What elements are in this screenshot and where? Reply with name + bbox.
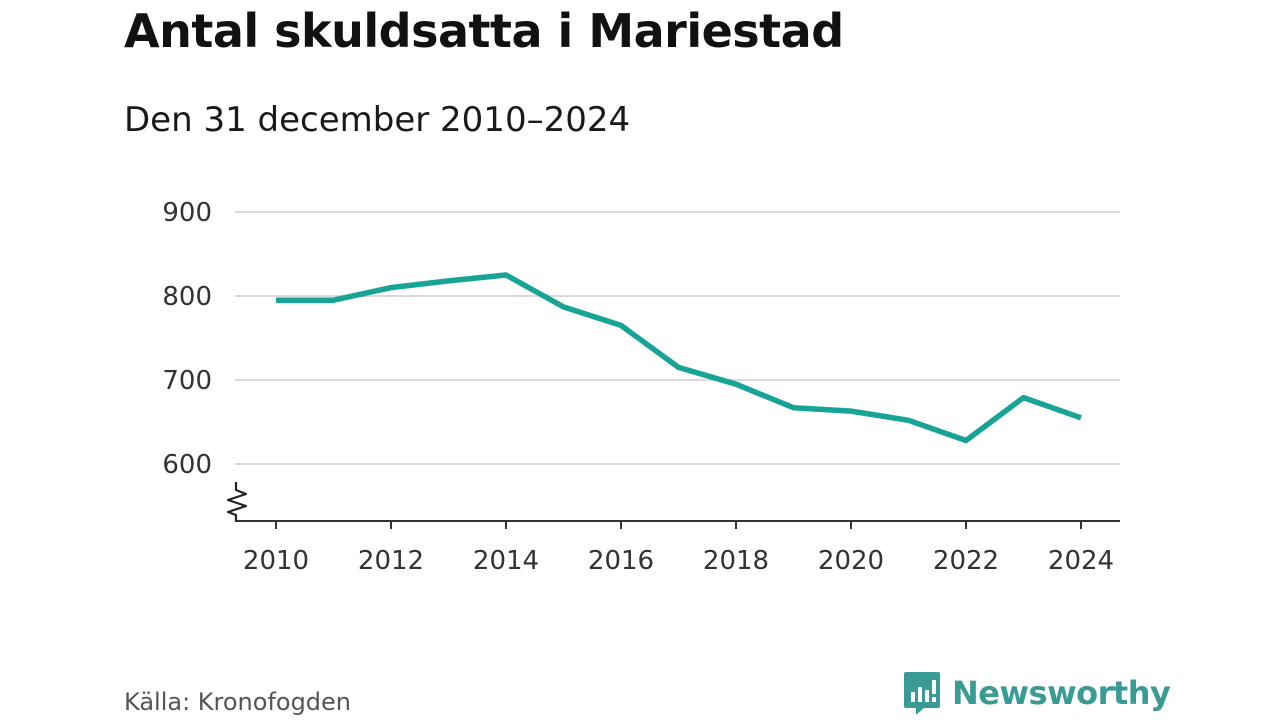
x-tick-label-2016: 2016: [588, 546, 654, 576]
x-tick-label-2012: 2012: [358, 546, 424, 576]
y-tick-label-900: 900: [162, 198, 212, 228]
x-tick-label-2018: 2018: [703, 546, 769, 576]
y-tick-label-800: 800: [162, 282, 212, 312]
axis-break-icon: [226, 482, 248, 521]
x-tick-label-2022: 2022: [933, 546, 999, 576]
x-tick-label-2010: 2010: [243, 546, 309, 576]
y-tick-label-600: 600: [162, 450, 212, 480]
y-tick-label-700: 700: [162, 366, 212, 396]
chart-title: Antal skuldsatta i Mariestad: [124, 4, 844, 58]
chart-subtitle: Den 31 december 2010–2024: [124, 100, 631, 140]
brand-name: Newsworthy: [952, 674, 1171, 712]
line-chart: 600 700 800 900 2010 2012 2014 2016 2018 2020 2022…: [162, 198, 1120, 576]
series-line-0: [276, 272, 1082, 444]
brand-logo: Newsworthy: [902, 670, 1171, 716]
x-tick-label-2014: 2014: [473, 546, 539, 576]
newsworthy-logo-icon: [904, 672, 940, 715]
x-tick-label-2020: 2020: [818, 546, 884, 576]
source-note: Källa: Kronofogden: [124, 688, 352, 716]
x-tick-label-2024: 2024: [1048, 546, 1114, 576]
